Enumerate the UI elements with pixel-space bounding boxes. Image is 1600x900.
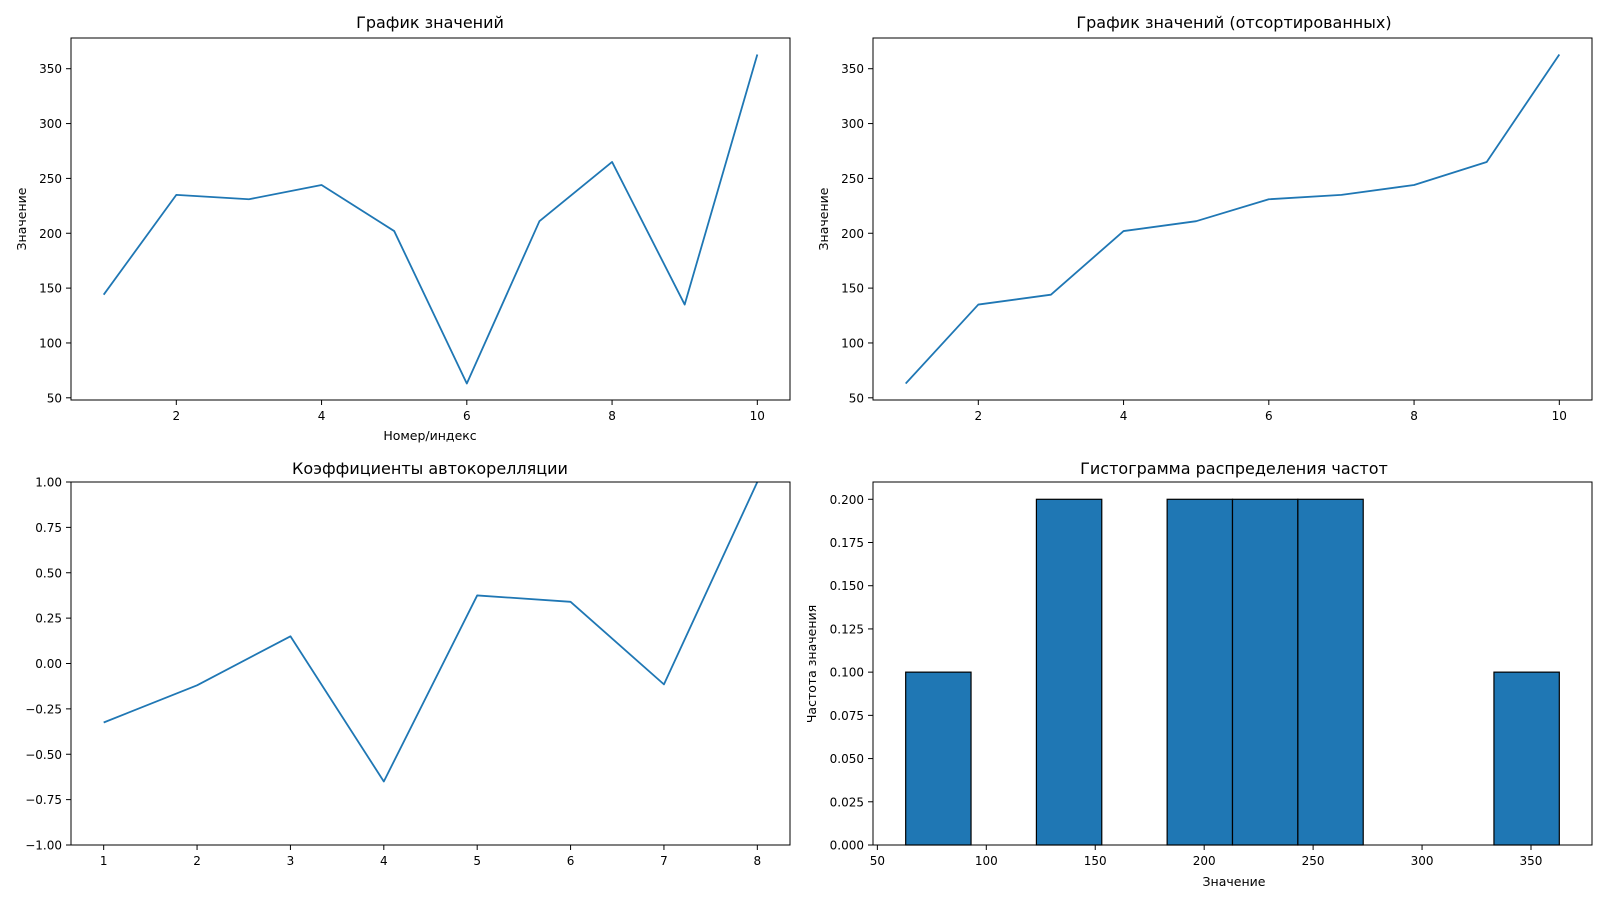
panel-values-title: График значений: [356, 13, 504, 32]
panel-autocorrelation-series-line: [103, 481, 759, 783]
panel-autocorrelation-xtick-label-5: 6: [567, 854, 575, 868]
panel-histogram-plot-area: 50 100 150 200 250 300 350 0.000 0.025 0.050 0.075…: [830, 481, 1593, 868]
panel-values-ytick-label-4: 250: [39, 172, 62, 186]
panel-values-ytick-label-6: 350: [39, 62, 62, 76]
panel-values-xtick-label-1: 4: [318, 409, 326, 423]
panel-sorted-ylabel: Значение: [816, 187, 831, 250]
panel-histogram-frame: [872, 481, 1593, 846]
panel-autocorrelation-ytick-label-0: −1.00: [25, 839, 62, 853]
panel-values-xlabel: Номер/индекс: [383, 428, 476, 443]
panel-histogram-xtick-label-5: 300: [1411, 854, 1434, 868]
panel-values-ytick-label-2: 150: [39, 282, 62, 296]
panel-histogram-ytick-label-1: 0.025: [830, 795, 864, 809]
panel-autocorrelation-xtick-label-3: 4: [380, 854, 388, 868]
panel-histogram-ytick-label-0: 0.000: [830, 839, 864, 853]
panel-values-xtick-label-3: 8: [608, 409, 616, 423]
panel-histogram-ylabel: Частота значения: [804, 605, 819, 723]
panel-sorted-ytick-label-5: 300: [841, 117, 864, 131]
panel-histogram-bar-0: [905, 671, 972, 846]
panel-histogram-xtick-label-0: 50: [870, 854, 885, 868]
panel-histogram-xtick-label-4: 250: [1302, 854, 1325, 868]
panel-sorted-xtick-label-2: 6: [1265, 409, 1273, 423]
panel-autocorrelation-title: Коэффициенты автокорелляции: [292, 459, 568, 478]
panel-autocorrelation: Коэффициенты автокорелляции 1 2 3 4 5 6 7 8 −1.0…: [25, 459, 791, 868]
panel-values-ytick-label-1: 100: [39, 336, 62, 350]
panel-sorted-frame: [872, 37, 1593, 401]
panel-autocorrelation-xtick-label-1: 2: [193, 854, 201, 868]
panel-histogram-bar-9: [1493, 671, 1560, 846]
panel-autocorrelation-xtick-label-0: 1: [100, 854, 108, 868]
panel-histogram-ytick-label-5: 0.125: [830, 622, 864, 636]
panel-histogram-ytick-label-8: 0.200: [830, 493, 864, 507]
panel-sorted-ytick-label-0: 50: [849, 391, 864, 405]
panel-histogram-xtick-label-2: 150: [1084, 854, 1107, 868]
panel-autocorrelation-ytick-label-8: 1.00: [35, 476, 62, 490]
panel-autocorrelation-xtick-label-6: 7: [660, 854, 668, 868]
panel-autocorrelation-ytick-label-1: −0.75: [25, 793, 62, 807]
panel-sorted-ytick-label-6: 350: [841, 62, 864, 76]
panel-sorted-series-line: [905, 53, 1561, 385]
panel-values: График значений 2 4 6 8 10 50 100 150 200 250 300 3…: [14, 13, 791, 443]
panel-sorted-xtick-label-0: 2: [974, 409, 982, 423]
panel-histogram-ytick-label-4: 0.100: [830, 666, 864, 680]
panel-autocorrelation-ytick-label-5: 0.25: [35, 612, 62, 626]
panel-autocorrelation-ytick-label-7: 0.75: [35, 521, 62, 535]
panel-sorted-ytick-label-2: 150: [841, 282, 864, 296]
panel-autocorrelation-ytick-label-3: −0.25: [25, 702, 62, 716]
panel-autocorrelation-xtick-label-4: 5: [473, 854, 481, 868]
panel-autocorrelation-ytick-label-2: −0.50: [25, 748, 62, 762]
panel-histogram-bar-5: [1231, 498, 1299, 846]
panel-values-ytick-label-3: 200: [39, 227, 62, 241]
panel-values-ytick-label-0: 50: [47, 391, 62, 405]
panel-values-ylabel: Значение: [14, 187, 29, 250]
panel-histogram-ytick-label-7: 0.175: [830, 536, 864, 550]
panel-histogram-xtick-label-6: 350: [1520, 854, 1543, 868]
panel-histogram-ytick-label-3: 0.075: [830, 709, 864, 723]
panel-values-xtick-label-4: 10: [750, 409, 765, 423]
panel-autocorrelation-xtick-label-2: 3: [287, 854, 295, 868]
panel-sorted-xtick-label-4: 10: [1552, 409, 1567, 423]
panel-sorted-ytick-label-4: 250: [841, 172, 864, 186]
panel-histogram-bar-4: [1166, 498, 1234, 846]
panel-histogram-xtick-label-3: 200: [1193, 854, 1216, 868]
panel-values-series-line: [102, 54, 759, 385]
panel-autocorrelation-xtick-label-7: 8: [753, 854, 761, 868]
panel-histogram-bar-6: [1297, 498, 1364, 846]
panel-sorted: График значений (отсортированных) 2 4 6 8 10…: [816, 13, 1593, 423]
panel-histogram-bar-2: [1035, 498, 1103, 846]
panel-sorted-xtick-label-3: 8: [1410, 409, 1418, 423]
panel-values-plot-area: 2 4 6 8 10 50 100 150 200 250 300 350: [39, 37, 791, 423]
panel-values-frame: [70, 37, 791, 401]
panel-histogram-ytick-label-6: 0.150: [830, 579, 864, 593]
panel-sorted-ytick-label-3: 200: [841, 227, 864, 241]
panel-values-xtick-label-2: 6: [463, 409, 471, 423]
panel-histogram: Гистограмма распределения частот 50 100 15…: [804, 459, 1593, 889]
panel-sorted-plot-area: 2 4 6 8 10 50 100 150 200 250 300 350: [841, 37, 1593, 423]
panel-autocorrelation-ytick-label-6: 0.50: [35, 566, 62, 580]
panel-histogram-ytick-label-2: 0.050: [830, 752, 864, 766]
panel-sorted-ytick-label-1: 100: [841, 336, 864, 350]
panel-sorted-title: График значений (отсортированных): [1076, 13, 1391, 32]
panel-autocorrelation-plot-area: 1 2 3 4 5 6 7 8 −1.00 −0.75 −0.50 −0.25 0.00 0.25 0.50…: [25, 476, 791, 868]
panel-histogram-xlabel: Значение: [1203, 874, 1266, 889]
panel-histogram-xtick-label-1: 100: [975, 854, 998, 868]
panel-values-ytick-label-5: 300: [39, 117, 62, 131]
panel-autocorrelation-ytick-label-4: 0.00: [35, 657, 62, 671]
panel-sorted-xtick-label-1: 4: [1120, 409, 1128, 423]
panel-histogram-title: Гистограмма распределения частот: [1080, 459, 1388, 478]
panel-values-xtick-label-0: 2: [172, 409, 180, 423]
